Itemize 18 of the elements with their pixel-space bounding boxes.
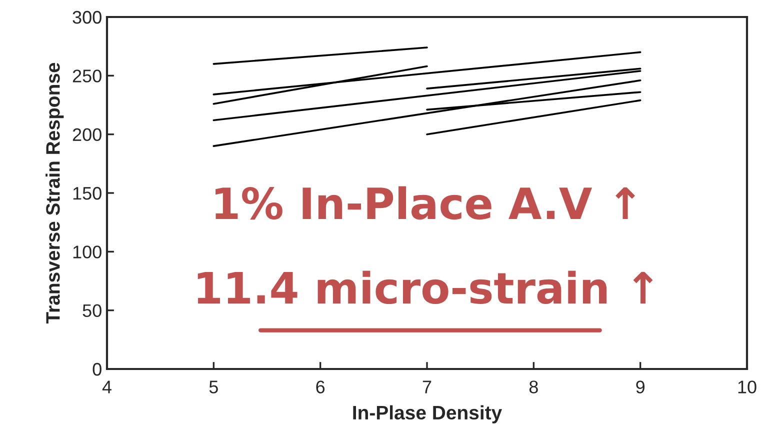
x-tick-label: 4 [102,380,112,394]
y-tick-label: 300 [72,10,102,24]
y-tick-label: 150 [73,186,102,200]
x-tick-label: 10 [738,380,756,394]
y-tick-label: 100 [73,246,102,258]
y-tick-label: 0 [92,362,102,376]
annotation: 1% In-Place A.V ↑ [216,186,636,220]
x-tick-label: 6 [316,380,325,394]
y-tick-label: 250 [72,70,102,82]
x-tick-label: 9 [636,380,644,394]
x-tick-label: 8 [529,380,538,394]
y-tick-label: 200 [72,128,102,142]
x-tick-label: 5 [209,380,218,394]
y-axis-title: Transverse Strain Response [46,62,64,324]
annotation: 11.4 micro-strain ↑ [198,270,653,304]
x-axis-title: In-Plase Density [353,405,502,424]
y-tick-label: 50 [82,304,102,318]
x-tick-label: 7 [422,380,432,394]
